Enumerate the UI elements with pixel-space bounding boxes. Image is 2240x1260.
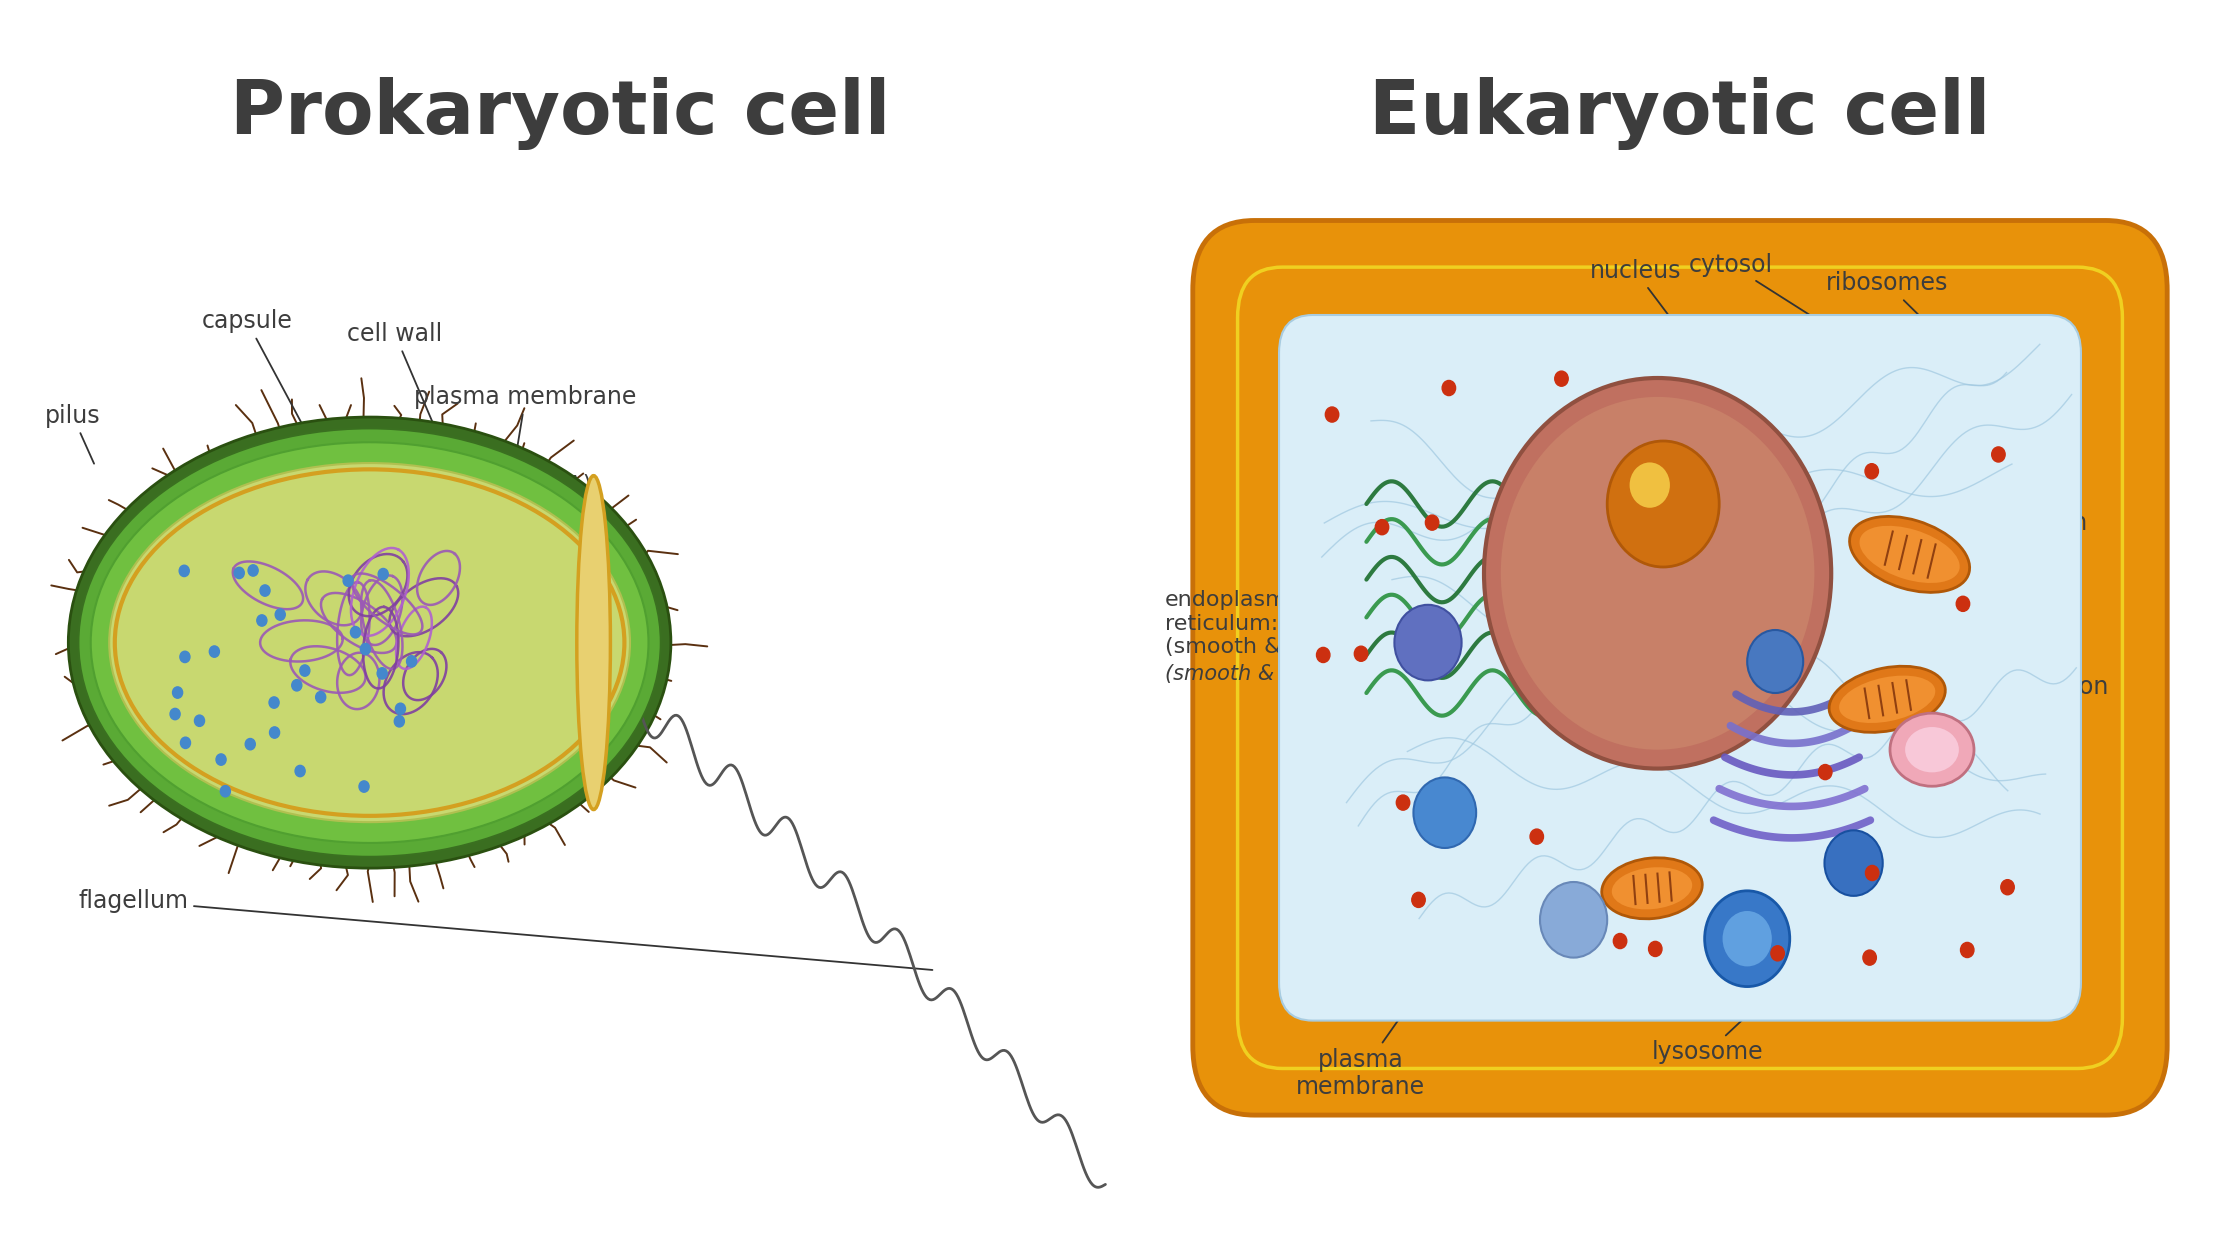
Circle shape bbox=[1747, 630, 1803, 693]
Circle shape bbox=[316, 692, 325, 703]
Ellipse shape bbox=[1602, 858, 1702, 919]
Ellipse shape bbox=[576, 475, 609, 810]
Text: peroxisome: peroxisome bbox=[1938, 759, 2074, 813]
Circle shape bbox=[1393, 605, 1460, 680]
Text: endoplasmic
reticulum:
(smooth & rough): endoplasmic reticulum: (smooth & rough) bbox=[1165, 591, 1454, 656]
Circle shape bbox=[1991, 447, 2005, 462]
Circle shape bbox=[296, 765, 305, 776]
Circle shape bbox=[249, 564, 258, 576]
Circle shape bbox=[1606, 441, 1718, 567]
Circle shape bbox=[1956, 596, 1969, 611]
Text: cytoskeleton: cytoskeleton bbox=[1938, 510, 2088, 615]
Text: ribosomes: ribosomes bbox=[1826, 271, 2070, 464]
Circle shape bbox=[1501, 397, 1814, 750]
Circle shape bbox=[300, 665, 309, 677]
Circle shape bbox=[1411, 892, 1425, 907]
Text: plasma membrane: plasma membrane bbox=[414, 384, 636, 457]
Circle shape bbox=[1541, 882, 1606, 958]
Circle shape bbox=[1960, 942, 1973, 958]
Text: nucleolus: nucleolus bbox=[1467, 346, 1673, 478]
Circle shape bbox=[1864, 950, 1877, 965]
Ellipse shape bbox=[1830, 667, 1944, 732]
Circle shape bbox=[1530, 829, 1543, 844]
Circle shape bbox=[170, 708, 179, 719]
Circle shape bbox=[361, 644, 370, 655]
Ellipse shape bbox=[78, 428, 661, 857]
Text: cytosol: cytosol bbox=[1689, 252, 1947, 402]
Ellipse shape bbox=[1613, 867, 1691, 910]
Text: Prokaryotic cell: Prokaryotic cell bbox=[231, 77, 889, 150]
Circle shape bbox=[1317, 648, 1331, 663]
Circle shape bbox=[1375, 519, 1389, 534]
Circle shape bbox=[208, 646, 220, 658]
Ellipse shape bbox=[1891, 713, 1973, 786]
Circle shape bbox=[1443, 381, 1456, 396]
Circle shape bbox=[179, 651, 190, 663]
Circle shape bbox=[220, 785, 231, 796]
Circle shape bbox=[376, 668, 388, 679]
Text: nucleus: nucleus bbox=[1590, 258, 1756, 432]
Ellipse shape bbox=[92, 442, 650, 843]
Circle shape bbox=[1649, 941, 1662, 956]
Ellipse shape bbox=[1850, 517, 1969, 592]
Circle shape bbox=[394, 716, 405, 727]
Circle shape bbox=[181, 737, 190, 748]
Text: ribosomes: ribosomes bbox=[302, 752, 426, 825]
Circle shape bbox=[1772, 946, 1785, 961]
Circle shape bbox=[396, 703, 405, 714]
Circle shape bbox=[1396, 795, 1409, 810]
Circle shape bbox=[1866, 464, 1879, 479]
Circle shape bbox=[215, 753, 226, 765]
Circle shape bbox=[1555, 372, 1568, 387]
Text: plasma
membrane: plasma membrane bbox=[1297, 1004, 1425, 1100]
Ellipse shape bbox=[110, 462, 629, 823]
Circle shape bbox=[172, 687, 184, 698]
Circle shape bbox=[258, 615, 267, 626]
Ellipse shape bbox=[1859, 525, 1960, 583]
Circle shape bbox=[1413, 777, 1476, 848]
Circle shape bbox=[1425, 515, 1438, 530]
Circle shape bbox=[195, 716, 204, 727]
Text: flagellum: flagellum bbox=[78, 888, 932, 970]
Circle shape bbox=[1723, 911, 1772, 966]
Circle shape bbox=[1866, 866, 1879, 881]
Circle shape bbox=[179, 566, 188, 577]
Text: lysosome: lysosome bbox=[1653, 992, 1774, 1065]
FancyBboxPatch shape bbox=[1192, 220, 2166, 1115]
Circle shape bbox=[1628, 462, 1671, 508]
Circle shape bbox=[1819, 765, 1832, 780]
Text: Eukaryotic cell: Eukaryotic cell bbox=[1369, 77, 1991, 150]
Circle shape bbox=[235, 567, 244, 578]
Text: cell wall: cell wall bbox=[347, 321, 444, 430]
Text: mitochondrion: mitochondrion bbox=[1938, 674, 2110, 699]
Circle shape bbox=[1705, 891, 1790, 987]
Circle shape bbox=[291, 679, 302, 690]
Circle shape bbox=[1326, 407, 1340, 422]
Text: pilus: pilus bbox=[45, 403, 101, 464]
Circle shape bbox=[276, 609, 284, 620]
Text: (smooth & rough): (smooth & rough) bbox=[1165, 664, 1351, 684]
Ellipse shape bbox=[1839, 675, 1935, 723]
Text: nucleoid (DNA): nucleoid (DNA) bbox=[405, 472, 591, 596]
Circle shape bbox=[349, 626, 361, 638]
Ellipse shape bbox=[67, 417, 672, 868]
Circle shape bbox=[343, 575, 354, 586]
Circle shape bbox=[1613, 934, 1626, 949]
Text: Golgi body: Golgi body bbox=[1870, 891, 1998, 951]
Circle shape bbox=[405, 655, 417, 667]
Circle shape bbox=[1483, 378, 1830, 769]
Circle shape bbox=[244, 738, 255, 750]
Text: cytoplasm: cytoplasm bbox=[414, 548, 538, 665]
Circle shape bbox=[1355, 646, 1369, 662]
Ellipse shape bbox=[1904, 727, 1958, 772]
Circle shape bbox=[260, 585, 271, 596]
Text: capsule: capsule bbox=[202, 309, 300, 422]
Circle shape bbox=[269, 697, 280, 708]
Circle shape bbox=[2000, 879, 2014, 895]
FancyBboxPatch shape bbox=[1279, 315, 2081, 1021]
Circle shape bbox=[379, 568, 388, 580]
Circle shape bbox=[269, 727, 280, 738]
Circle shape bbox=[358, 781, 370, 793]
Circle shape bbox=[1823, 830, 1882, 896]
